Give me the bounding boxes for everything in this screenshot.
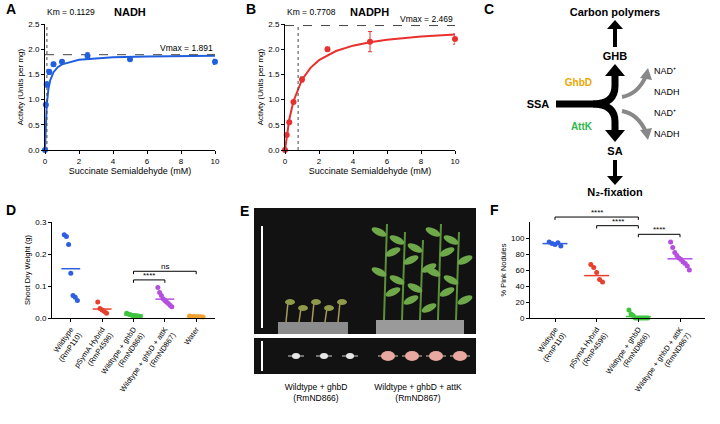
svg-text:4: 4 [351,157,356,166]
svg-text:Wildtype + ghbD(RmND866): Wildtype + ghbD(RmND866) [604,325,651,381]
svg-text:0.1: 0.1 [35,282,47,291]
svg-text:Wildtype + ghbD(RmND866): Wildtype + ghbD(RmND866) [285,382,348,403]
svg-text:0.0: 0.0 [28,146,40,155]
svg-text:1.5: 1.5 [28,70,40,79]
svg-text:% Pink Nodules: % Pink Nodules [499,243,508,296]
svg-text:8: 8 [419,157,424,166]
svg-text:AttK: AttK [571,121,593,132]
svg-text:2.5: 2.5 [268,20,280,29]
svg-text:Vmax = 2.469: Vmax = 2.469 [400,14,453,24]
svg-text:0.2: 0.2 [35,250,47,259]
svg-text:pSymA Hybrid(RmP4596): pSymA Hybrid(RmP4596) [567,325,610,375]
svg-text:NADPH: NADPH [350,6,389,18]
svg-text:E: E [240,204,249,219]
svg-text:0.0: 0.0 [268,146,280,155]
svg-text:2.0: 2.0 [28,45,40,54]
svg-text:SSA: SSA [527,98,550,110]
svg-text:8: 8 [179,157,184,166]
svg-text:Wildtype + ghbD + attK(RmND867: Wildtype + ghbD + attK(RmND867) [633,325,693,399]
svg-text:2.5: 2.5 [28,20,40,29]
svg-text:2: 2 [77,157,82,166]
svg-text:4: 4 [111,157,116,166]
svg-text:1.0: 1.0 [268,95,280,104]
svg-text:Wildtype(RmP110): Wildtype(RmP110) [533,325,568,364]
svg-text:F: F [490,202,499,218]
svg-text:1.0: 1.0 [28,95,40,104]
svg-text:0.5: 0.5 [268,121,280,130]
svg-text:Km = 0.1129: Km = 0.1129 [47,7,95,17]
svg-text:Km = 0.7708: Km = 0.7708 [287,7,336,17]
svg-text:NADH: NADH [654,129,680,139]
svg-text:1.5: 1.5 [268,70,280,79]
svg-text:Shoot Dry Weight (g): Shoot Dry Weight (g) [23,235,32,305]
svg-text:20: 20 [515,298,524,307]
svg-text:SA: SA [607,145,622,157]
svg-text:NAD⁺: NAD⁺ [654,66,676,76]
svg-text:0: 0 [520,314,525,323]
svg-text:2: 2 [317,157,322,166]
svg-text:6: 6 [385,157,390,166]
svg-text:Wildtype + ghbD + attK(RmND867: Wildtype + ghbD + attK(RmND867) [118,325,178,399]
svg-text:****: **** [591,208,603,217]
svg-text:Succinate Semialdehyde (mM): Succinate Semialdehyde (mM) [69,166,192,176]
svg-text:0: 0 [43,157,48,166]
svg-text:40: 40 [515,282,524,291]
svg-text:10: 10 [451,157,460,166]
svg-text:6: 6 [145,157,150,166]
svg-text:pSymA Hybrid(RmP4596): pSymA Hybrid(RmP4596) [72,325,115,375]
svg-text:0.5: 0.5 [28,121,40,130]
svg-text:Succinate Semialdehyde (mM): Succinate Semialdehyde (mM) [309,166,432,176]
svg-text:60: 60 [515,266,524,275]
svg-text:0: 0 [283,157,288,166]
svg-text:NAD⁺: NAD⁺ [654,108,676,118]
svg-text:NADH: NADH [654,87,680,97]
svg-text:Wildtype + ghbD(RmND866): Wildtype + ghbD(RmND866) [99,325,146,381]
svg-text:Carbon polymers: Carbon polymers [570,6,660,18]
svg-text:0.3: 0.3 [35,218,47,227]
svg-text:Activty (Units per mg): Activty (Units per mg) [256,48,265,125]
svg-text:GHB: GHB [603,50,628,62]
svg-text:Water: Water [182,325,201,347]
svg-text:****: **** [653,225,665,234]
svg-text:Wildtype + ghbD + attK(RmND867: Wildtype + ghbD + attK(RmND867) [374,382,462,403]
svg-text:80: 80 [515,250,524,259]
svg-text:B: B [246,1,256,17]
svg-text:100: 100 [511,234,525,243]
svg-text:****: **** [143,271,155,280]
svg-text:Activty (Units per mg): Activty (Units per mg) [16,48,25,125]
svg-text:0.0: 0.0 [35,314,47,323]
svg-text:2.0: 2.0 [268,45,280,54]
svg-text:10: 10 [211,157,220,166]
svg-text:Wildtype(RmP110): Wildtype(RmP110) [49,325,84,364]
svg-text:GhbD: GhbD [565,77,592,88]
svg-text:****: **** [612,217,624,226]
svg-text:D: D [6,202,16,218]
svg-text:NADH: NADH [114,6,146,18]
svg-text:A: A [6,1,16,17]
svg-text:N₂-fixation: N₂-fixation [587,186,643,198]
svg-text:ns: ns [161,262,169,271]
svg-text:C: C [484,1,494,17]
svg-text:Vmax = 1.891: Vmax = 1.891 [160,43,213,53]
